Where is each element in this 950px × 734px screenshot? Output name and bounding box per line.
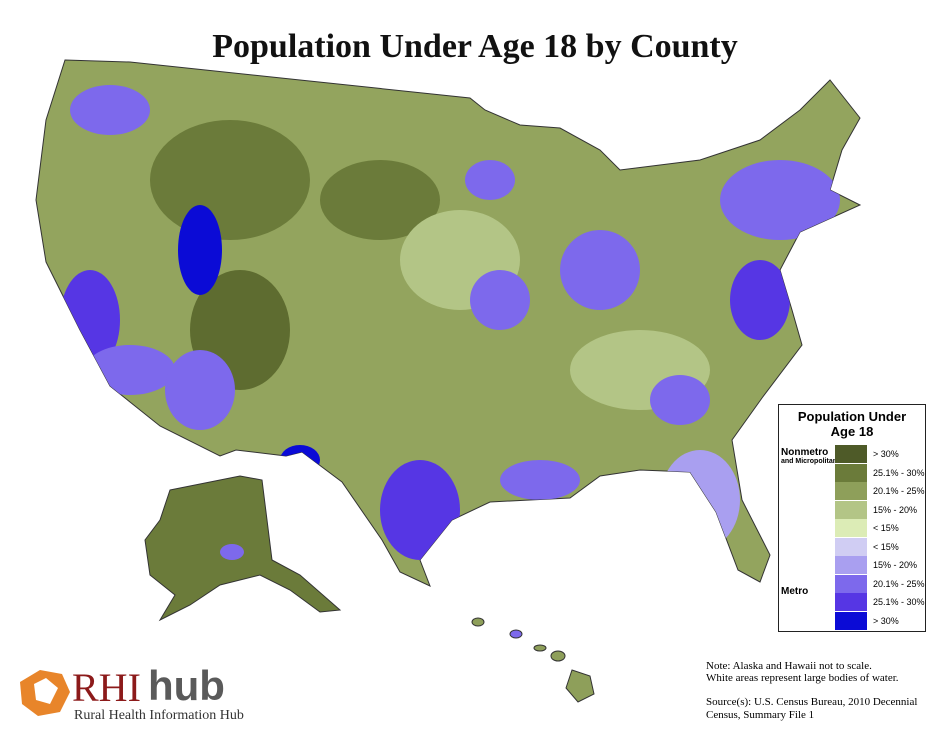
legend: Population Under Age 18 Nonmetro and Micr… bbox=[778, 404, 926, 632]
legend-item: 20.1% - 25% bbox=[835, 482, 925, 500]
legend-swatch bbox=[835, 556, 867, 574]
logo-icon-inner bbox=[34, 678, 58, 704]
legend-item: 25.1% - 30% bbox=[835, 463, 925, 482]
map-title: Population Under Age 18 by County bbox=[212, 28, 738, 65]
legend-swatch bbox=[835, 445, 867, 463]
legend-label: > 30% bbox=[873, 449, 899, 459]
legend-label: 15% - 20% bbox=[873, 560, 918, 570]
legend-swatch bbox=[835, 463, 867, 482]
legend-label: 25.1% - 30% bbox=[873, 467, 925, 478]
legend-swatch bbox=[835, 574, 867, 593]
legend-item: > 30% bbox=[835, 445, 899, 463]
legend-label: < 15% bbox=[873, 541, 899, 552]
legend-title: Population Under Age 18 bbox=[797, 409, 907, 439]
logo-word: hub bbox=[148, 662, 225, 709]
legend-label: 15% - 20% bbox=[873, 504, 918, 515]
hawaii bbox=[471, 617, 595, 703]
legend-group-label: Nonmetro bbox=[781, 447, 829, 458]
notes: Note: Alaska and Hawaii not to scale. Wh… bbox=[706, 660, 899, 684]
logo-tagline: Rural Health Information Hub bbox=[74, 708, 244, 723]
legend-item: 25.1% - 30% bbox=[835, 593, 925, 611]
legend-label: < 15% bbox=[873, 523, 899, 533]
legend-item: < 15% bbox=[835, 537, 899, 556]
legend-item: > 30% bbox=[835, 611, 899, 630]
note: Note: Alaska and Hawaii not to scale. bbox=[706, 660, 872, 672]
legend-swatch bbox=[835, 611, 867, 630]
contiguous-us bbox=[35, 59, 861, 587]
source: Source(s): U.S. Census Bureau, 2010 Dece… bbox=[706, 696, 918, 721]
logo-mark: RHI bbox=[72, 665, 141, 710]
legend-label: 20.1% - 25% bbox=[873, 578, 925, 589]
legend-group-label: Metro bbox=[781, 585, 809, 597]
legend-swatch bbox=[835, 593, 867, 611]
alaska-metro bbox=[220, 544, 244, 560]
legend-label: 25.1% - 30% bbox=[873, 597, 925, 607]
legend-item: < 15% bbox=[835, 519, 899, 537]
legend-swatch bbox=[835, 482, 867, 500]
note: White areas represent large bodies of wa… bbox=[706, 672, 899, 684]
legend-swatch bbox=[835, 519, 867, 537]
legend-swatch bbox=[835, 537, 867, 556]
legend-group-sublabel: and Micropolitan bbox=[781, 458, 837, 465]
legend-item: 20.1% - 25% bbox=[835, 574, 925, 593]
legend-item: 15% - 20% bbox=[835, 556, 917, 574]
legend-group: Nonmetro and Micropolitan bbox=[781, 447, 837, 465]
alaska bbox=[144, 475, 342, 622]
legend-label: 20.1% - 25% bbox=[873, 486, 925, 496]
legend-item: 15% - 20% bbox=[835, 500, 918, 519]
legend-group: Metro bbox=[781, 586, 808, 597]
legend-label: > 30% bbox=[873, 615, 899, 626]
legend-swatch bbox=[835, 500, 867, 519]
